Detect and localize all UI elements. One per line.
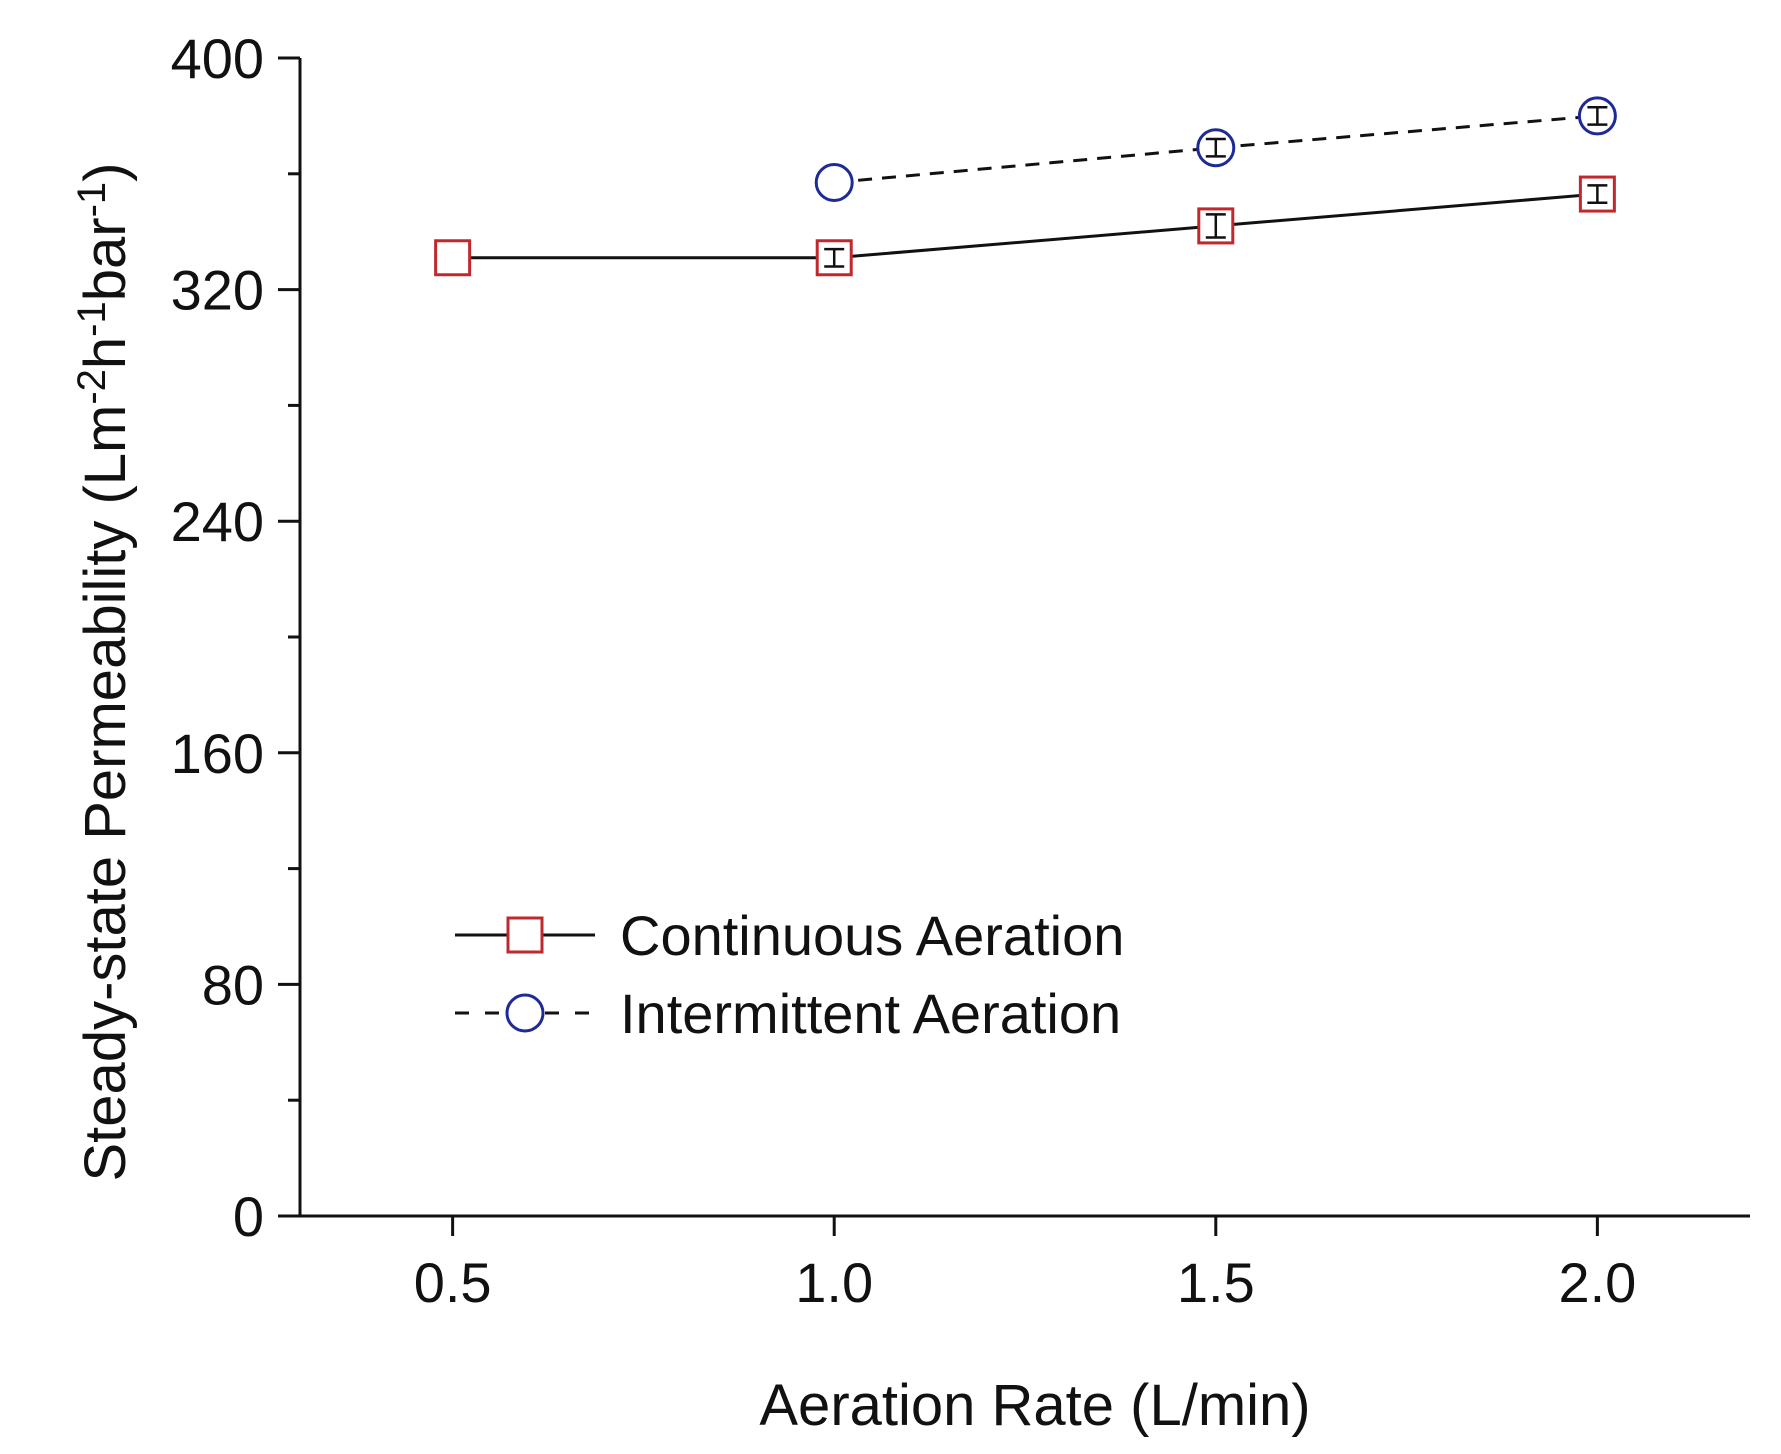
y-tick-label: 160 [171,722,264,785]
y-axis-label-text: Steady-state Permeability (Lm [73,405,138,1182]
y-tick-label: 0 [233,1185,264,1248]
legend-marker [505,993,545,1033]
data-point [814,162,854,202]
y-tick-label: 400 [171,27,264,90]
x-tick-label: 1.5 [1177,1251,1255,1314]
x-tick-label: 1.0 [795,1251,873,1314]
y-axis-label-superscript: -1 [70,182,114,218]
data-point [434,239,472,277]
y-axis-label-text: h [73,337,138,369]
y-axis-label-superscript: -2 [70,369,114,405]
x-tick-label: 2.0 [1558,1251,1636,1314]
data-point [815,239,853,277]
y-tick-label: 240 [171,490,264,553]
legend-item-2: Intermittent Aeration [455,982,1121,1045]
series-line [452,192,1598,260]
series-1 [434,175,1616,277]
y-axis-label-superscript: -1 [70,301,114,337]
y-axis-label-text: bar [73,217,138,301]
y-tick-label: 320 [171,259,264,322]
series-2 [814,96,1617,202]
x-axis-label: Aeration Rate (L/min) [759,1373,1310,1438]
ticks: 0 80 160 240 320 400 0.5 1.0 1.5 2.0 [171,27,1637,1314]
y-tick-label: 80 [202,953,264,1016]
series-layer [434,96,1617,277]
legend-label: Continuous Aeration [620,904,1124,967]
y-axis-label: Steady-state Permeability (Lm-2h-1bar-1) [70,162,138,1181]
legend-label: Intermittent Aeration [620,982,1121,1045]
y-axis-label-text: ) [73,162,138,181]
x-tick-label: 0.5 [414,1251,492,1314]
legend-marker [506,916,544,954]
legend-item-1: Continuous Aeration [455,904,1124,967]
series-line [834,114,1598,184]
legend: Continuous Aeration Intermittent Aeration [455,904,1124,1045]
